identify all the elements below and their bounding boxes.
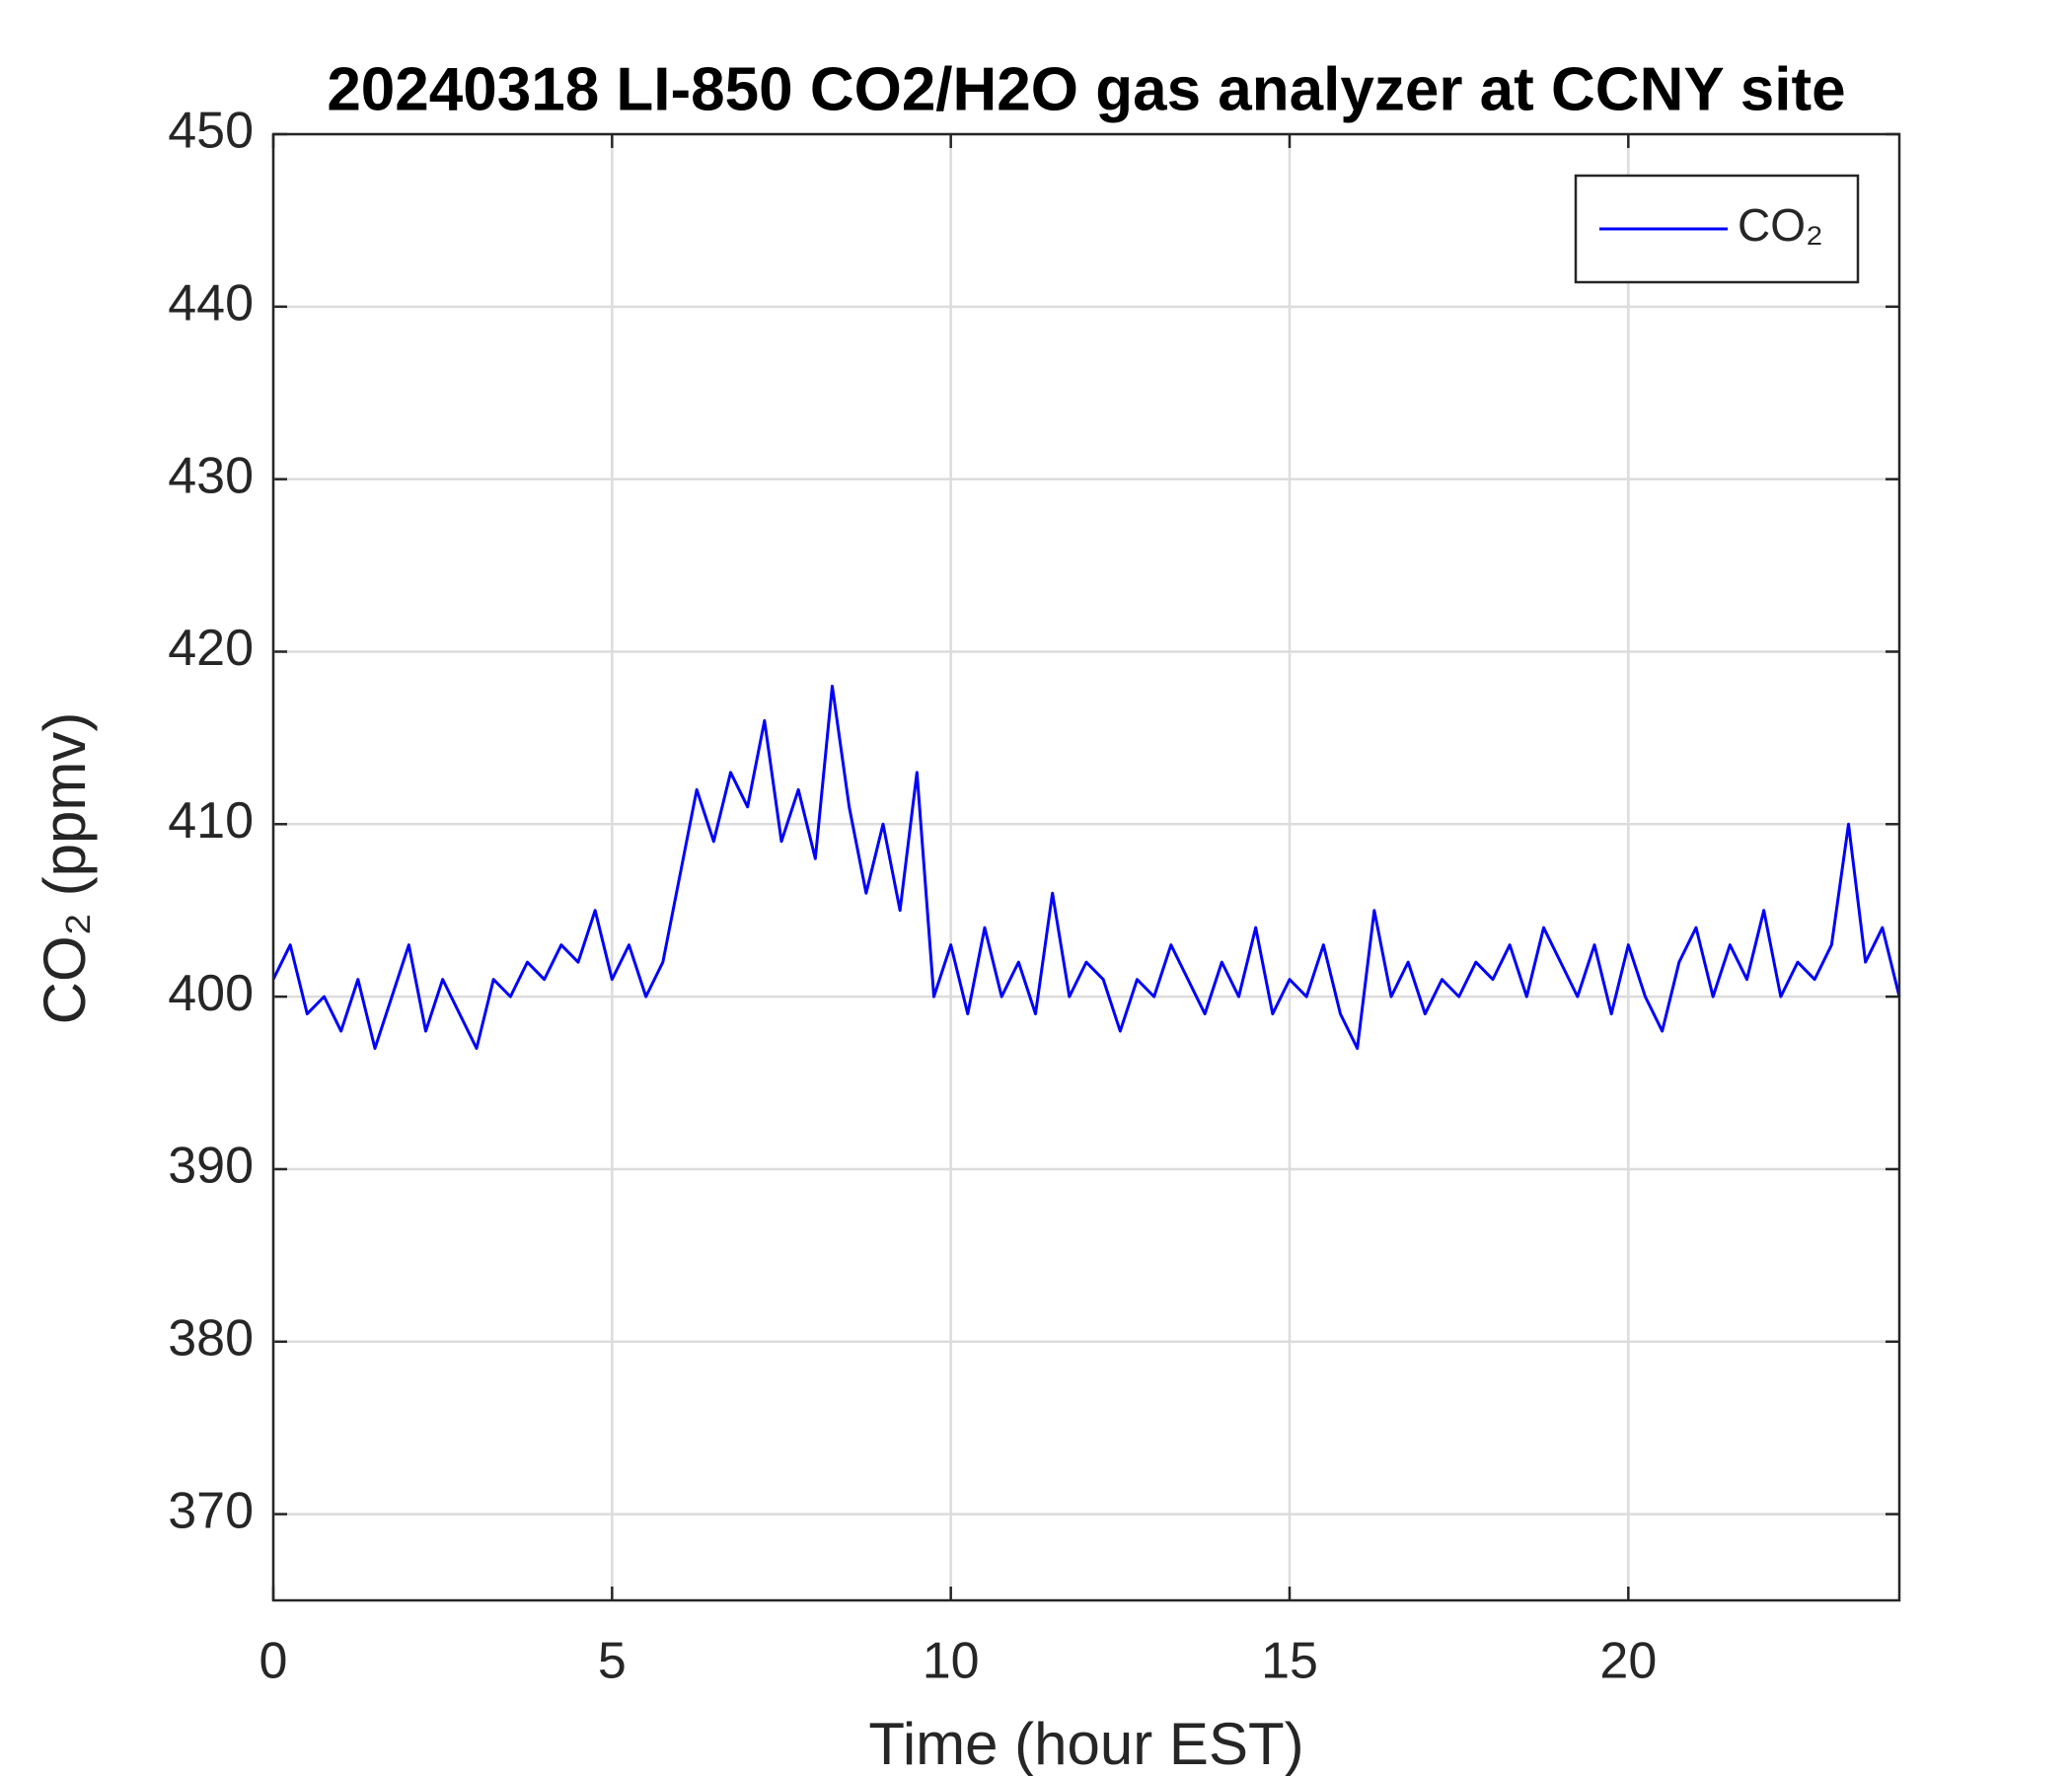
data-line xyxy=(271,684,1901,1051)
y-tick-label: 390 xyxy=(168,1138,254,1195)
x-tick-label: 5 xyxy=(598,1633,627,1690)
y-tick-label: 430 xyxy=(168,447,254,504)
y-axis-label: CO₂ (ppmv) xyxy=(32,712,98,1025)
x-axis-label: Time (hour EST) xyxy=(868,1711,1303,1776)
legend-label: CO₂ xyxy=(1738,199,1823,251)
chart-title: 20240318 LI-850 CO2/H2O gas analyzer at … xyxy=(327,55,1845,123)
y-tick-label: 440 xyxy=(168,275,254,333)
x-tick-label: 0 xyxy=(259,1633,288,1690)
y-tick-label: 400 xyxy=(168,965,254,1022)
x-tick-label: 15 xyxy=(1261,1633,1318,1690)
y-tick-label: 410 xyxy=(168,792,254,850)
y-tick-label: 380 xyxy=(168,1309,254,1367)
plot-frame xyxy=(271,132,1901,1602)
y-tick-label: 370 xyxy=(168,1482,254,1539)
y-tick-label: 450 xyxy=(168,103,254,160)
x-tick-label: 10 xyxy=(923,1633,980,1690)
y-tick-label: 420 xyxy=(168,620,254,677)
x-tick-label: 20 xyxy=(1599,1633,1657,1690)
